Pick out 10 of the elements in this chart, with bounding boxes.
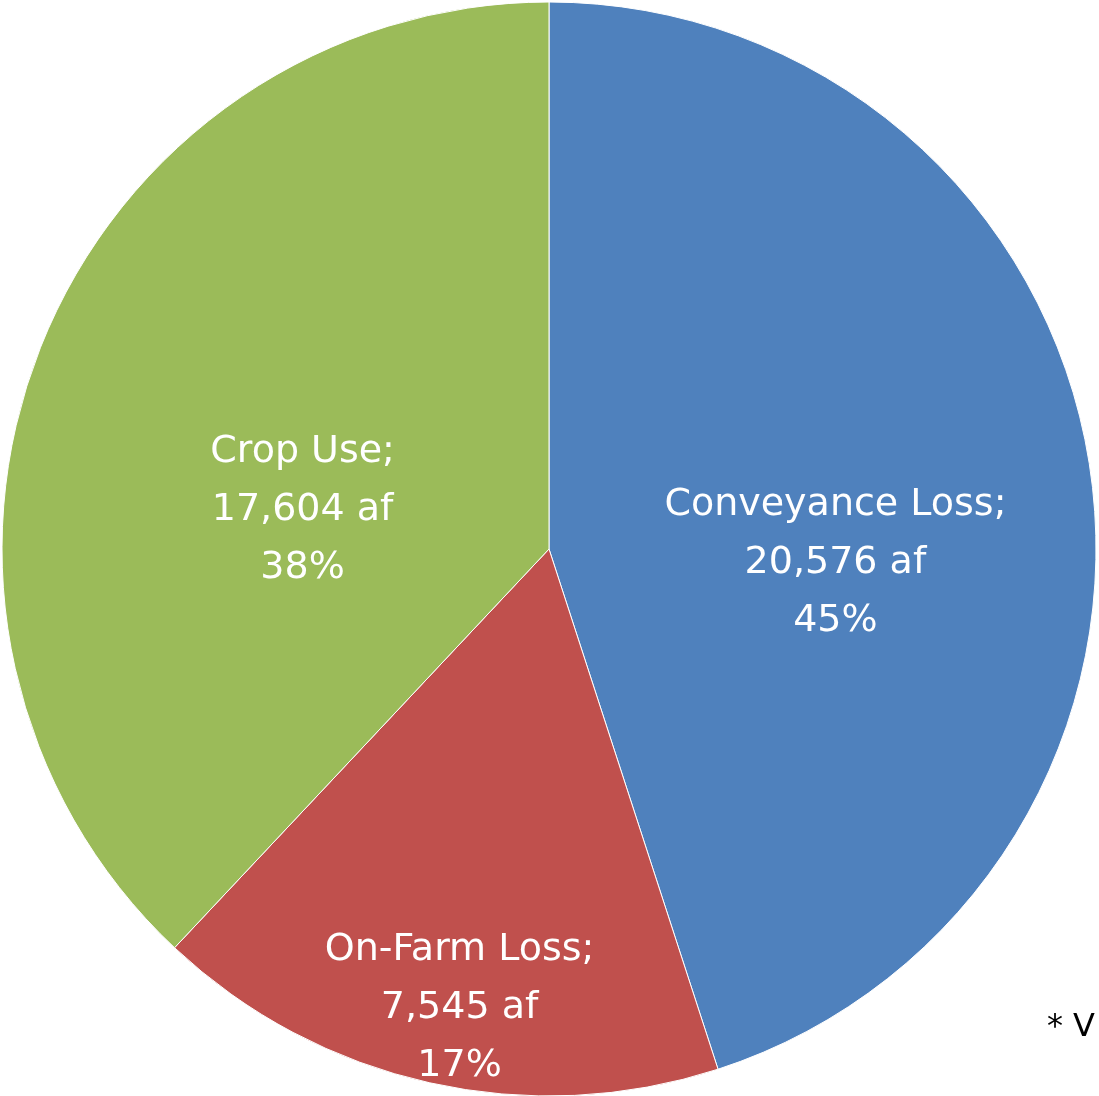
text: * V bbox=[1046, 1006, 1096, 1044]
text: 7,545 af bbox=[380, 983, 539, 1028]
category-label: Conveyance Loss; bbox=[664, 479, 1007, 524]
text: 17% bbox=[417, 1041, 502, 1086]
category-label: On-Farm Loss; bbox=[324, 925, 595, 970]
text: 45% bbox=[793, 595, 878, 640]
category-label: Crop Use; bbox=[210, 427, 395, 472]
text: 20,576 af bbox=[744, 537, 927, 582]
text: 38% bbox=[260, 543, 345, 588]
text: 17,604 af bbox=[211, 485, 394, 530]
